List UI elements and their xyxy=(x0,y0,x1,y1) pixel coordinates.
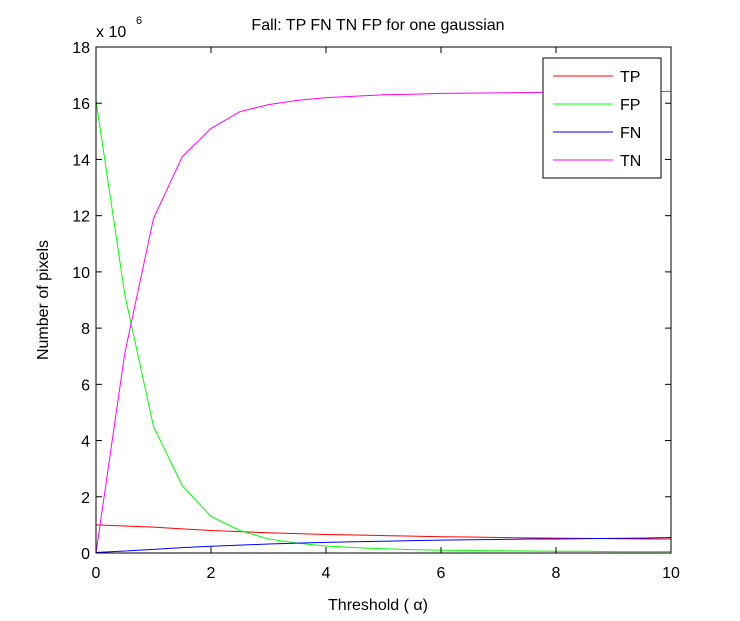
legend-box xyxy=(542,57,662,179)
legend: TP FP FN TN xyxy=(542,57,662,179)
x-tick-label: 6 xyxy=(437,565,446,582)
y-tick-label: 4 xyxy=(81,434,90,451)
y-tick-label: 12 xyxy=(72,209,90,226)
legend-label-fp: FP xyxy=(620,97,640,114)
legend-label-tp: TP xyxy=(620,69,640,86)
x-tick-label: 0 xyxy=(92,565,101,582)
x-tick-label: 8 xyxy=(552,565,561,582)
y-tick-label: 0 xyxy=(81,546,90,563)
y-tick-label: 14 xyxy=(72,152,90,169)
y-axis-exponent: x 10 6 xyxy=(96,15,142,41)
y-tick-label: 6 xyxy=(81,377,90,394)
x-axis-label: Threshold ( α) xyxy=(328,597,428,614)
y-tick-label: 10 xyxy=(72,265,90,282)
y-axis-ticks: 0 2 4 6 8 10 12 14 16 18 xyxy=(72,40,671,563)
legend-label-tn: TN xyxy=(620,153,641,170)
legend-label-fn: FN xyxy=(620,125,641,142)
x-tick-label: 4 xyxy=(322,565,331,582)
y-exponent-base: x 10 xyxy=(96,24,126,41)
chart-title: Fall: TP FN TN FP for one gaussian xyxy=(251,17,504,34)
y-exponent-power: 6 xyxy=(136,15,142,27)
x-axis-ticks: 0 2 4 6 8 10 xyxy=(92,47,680,582)
y-tick-label: 18 xyxy=(72,40,90,57)
series-line-fn xyxy=(95,537,672,553)
y-tick-label: 2 xyxy=(81,490,90,507)
y-tick-label: 8 xyxy=(81,321,90,338)
x-tick-label: 10 xyxy=(662,565,680,582)
series-line-fp xyxy=(95,100,671,553)
x-tick-label: 2 xyxy=(207,565,216,582)
y-axis-label: Number of pixels xyxy=(35,240,52,360)
y-tick-label: 16 xyxy=(72,96,90,113)
axes-box xyxy=(95,46,672,554)
